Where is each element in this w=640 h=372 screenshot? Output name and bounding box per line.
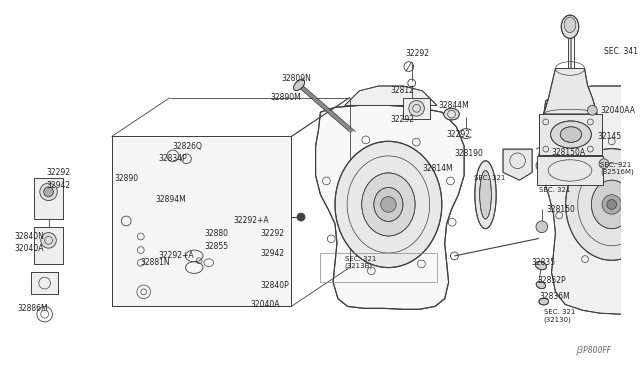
Text: 32890M: 32890M bbox=[270, 93, 301, 102]
Bar bbox=[34, 227, 63, 264]
Ellipse shape bbox=[566, 149, 640, 260]
Bar bbox=[539, 114, 602, 155]
Text: 32834P: 32834P bbox=[158, 154, 187, 163]
Text: 32840N: 32840N bbox=[15, 232, 44, 241]
Text: SEC. 341: SEC. 341 bbox=[604, 48, 638, 57]
Circle shape bbox=[599, 159, 609, 169]
Polygon shape bbox=[316, 105, 464, 310]
Text: 32942: 32942 bbox=[260, 248, 284, 257]
Text: SEC. 321: SEC. 321 bbox=[474, 175, 505, 181]
Bar bbox=[34, 178, 63, 219]
Bar bbox=[31, 272, 58, 294]
Text: 32292: 32292 bbox=[447, 130, 470, 139]
Text: 32844M: 32844M bbox=[439, 101, 470, 110]
Text: 32292: 32292 bbox=[406, 49, 430, 58]
Text: 32855: 32855 bbox=[204, 242, 228, 251]
Ellipse shape bbox=[550, 121, 591, 148]
Bar bbox=[537, 156, 603, 185]
Circle shape bbox=[602, 195, 621, 214]
Text: SEC. 321
(3213B): SEC. 321 (3213B) bbox=[345, 256, 376, 269]
Text: 32886M: 32886M bbox=[17, 304, 48, 313]
Circle shape bbox=[41, 232, 56, 248]
Bar bbox=[31, 272, 58, 294]
Polygon shape bbox=[126, 282, 160, 302]
Bar bbox=[34, 178, 63, 219]
Text: 32145: 32145 bbox=[597, 132, 621, 141]
Text: 32814M: 32814M bbox=[422, 164, 453, 173]
Polygon shape bbox=[503, 149, 532, 180]
Circle shape bbox=[536, 221, 548, 232]
Ellipse shape bbox=[480, 170, 492, 219]
Ellipse shape bbox=[444, 108, 460, 120]
Text: 32890: 32890 bbox=[115, 174, 139, 183]
Circle shape bbox=[44, 187, 53, 197]
Text: 32852P: 32852P bbox=[537, 276, 566, 285]
Text: 32292+A: 32292+A bbox=[233, 217, 269, 225]
Text: 32894M: 32894M bbox=[156, 195, 186, 204]
Text: 328190: 328190 bbox=[454, 150, 483, 158]
Text: J3P800FF: J3P800FF bbox=[577, 346, 612, 355]
Ellipse shape bbox=[591, 180, 632, 229]
Circle shape bbox=[536, 160, 548, 171]
Text: SEC. 321
(32516M): SEC. 321 (32516M) bbox=[600, 162, 634, 175]
Text: 32292: 32292 bbox=[390, 115, 414, 125]
Text: 32292+A: 32292+A bbox=[158, 251, 194, 260]
Ellipse shape bbox=[536, 282, 545, 289]
Polygon shape bbox=[345, 86, 437, 105]
Ellipse shape bbox=[335, 141, 442, 267]
Text: 32040A: 32040A bbox=[15, 244, 44, 253]
Text: SEC. 321
(32130): SEC. 321 (32130) bbox=[544, 310, 575, 323]
Text: SEC. 321: SEC. 321 bbox=[539, 187, 570, 193]
Text: 32292: 32292 bbox=[47, 168, 70, 177]
Bar bbox=[403, 97, 430, 119]
Text: 32040AA: 32040AA bbox=[600, 106, 635, 115]
Text: 32942: 32942 bbox=[47, 180, 71, 189]
Text: 32835: 32835 bbox=[531, 258, 556, 267]
Text: 32881N: 32881N bbox=[141, 258, 170, 267]
Text: 32812: 32812 bbox=[390, 86, 414, 95]
Bar bbox=[403, 97, 430, 119]
Text: 32826Q: 32826Q bbox=[173, 142, 203, 151]
Bar bbox=[111, 137, 291, 307]
Polygon shape bbox=[539, 86, 640, 314]
Text: 328150: 328150 bbox=[547, 205, 575, 214]
Text: 32836M: 32836M bbox=[539, 292, 570, 301]
Circle shape bbox=[297, 213, 305, 221]
Text: 32292: 32292 bbox=[260, 229, 284, 238]
Circle shape bbox=[381, 197, 396, 212]
Ellipse shape bbox=[362, 173, 415, 236]
Bar bbox=[34, 227, 63, 264]
Ellipse shape bbox=[535, 262, 547, 270]
Polygon shape bbox=[544, 68, 597, 114]
Ellipse shape bbox=[561, 15, 579, 38]
Ellipse shape bbox=[294, 80, 305, 90]
Ellipse shape bbox=[560, 127, 582, 142]
Bar bbox=[539, 114, 602, 155]
Circle shape bbox=[409, 100, 424, 116]
Circle shape bbox=[40, 183, 58, 201]
Circle shape bbox=[607, 200, 616, 209]
Circle shape bbox=[588, 105, 597, 115]
Text: 328150A: 328150A bbox=[552, 148, 586, 157]
Bar bbox=[537, 156, 603, 185]
Text: 32840P: 32840P bbox=[260, 280, 289, 289]
Text: 32809N: 32809N bbox=[282, 74, 312, 83]
Bar bbox=[111, 137, 291, 307]
Bar bbox=[321, 253, 437, 282]
Ellipse shape bbox=[539, 298, 548, 305]
Text: 32040A: 32040A bbox=[250, 300, 280, 309]
Ellipse shape bbox=[374, 187, 403, 221]
Ellipse shape bbox=[564, 17, 576, 33]
Text: 32880: 32880 bbox=[204, 229, 228, 238]
Ellipse shape bbox=[475, 161, 496, 229]
